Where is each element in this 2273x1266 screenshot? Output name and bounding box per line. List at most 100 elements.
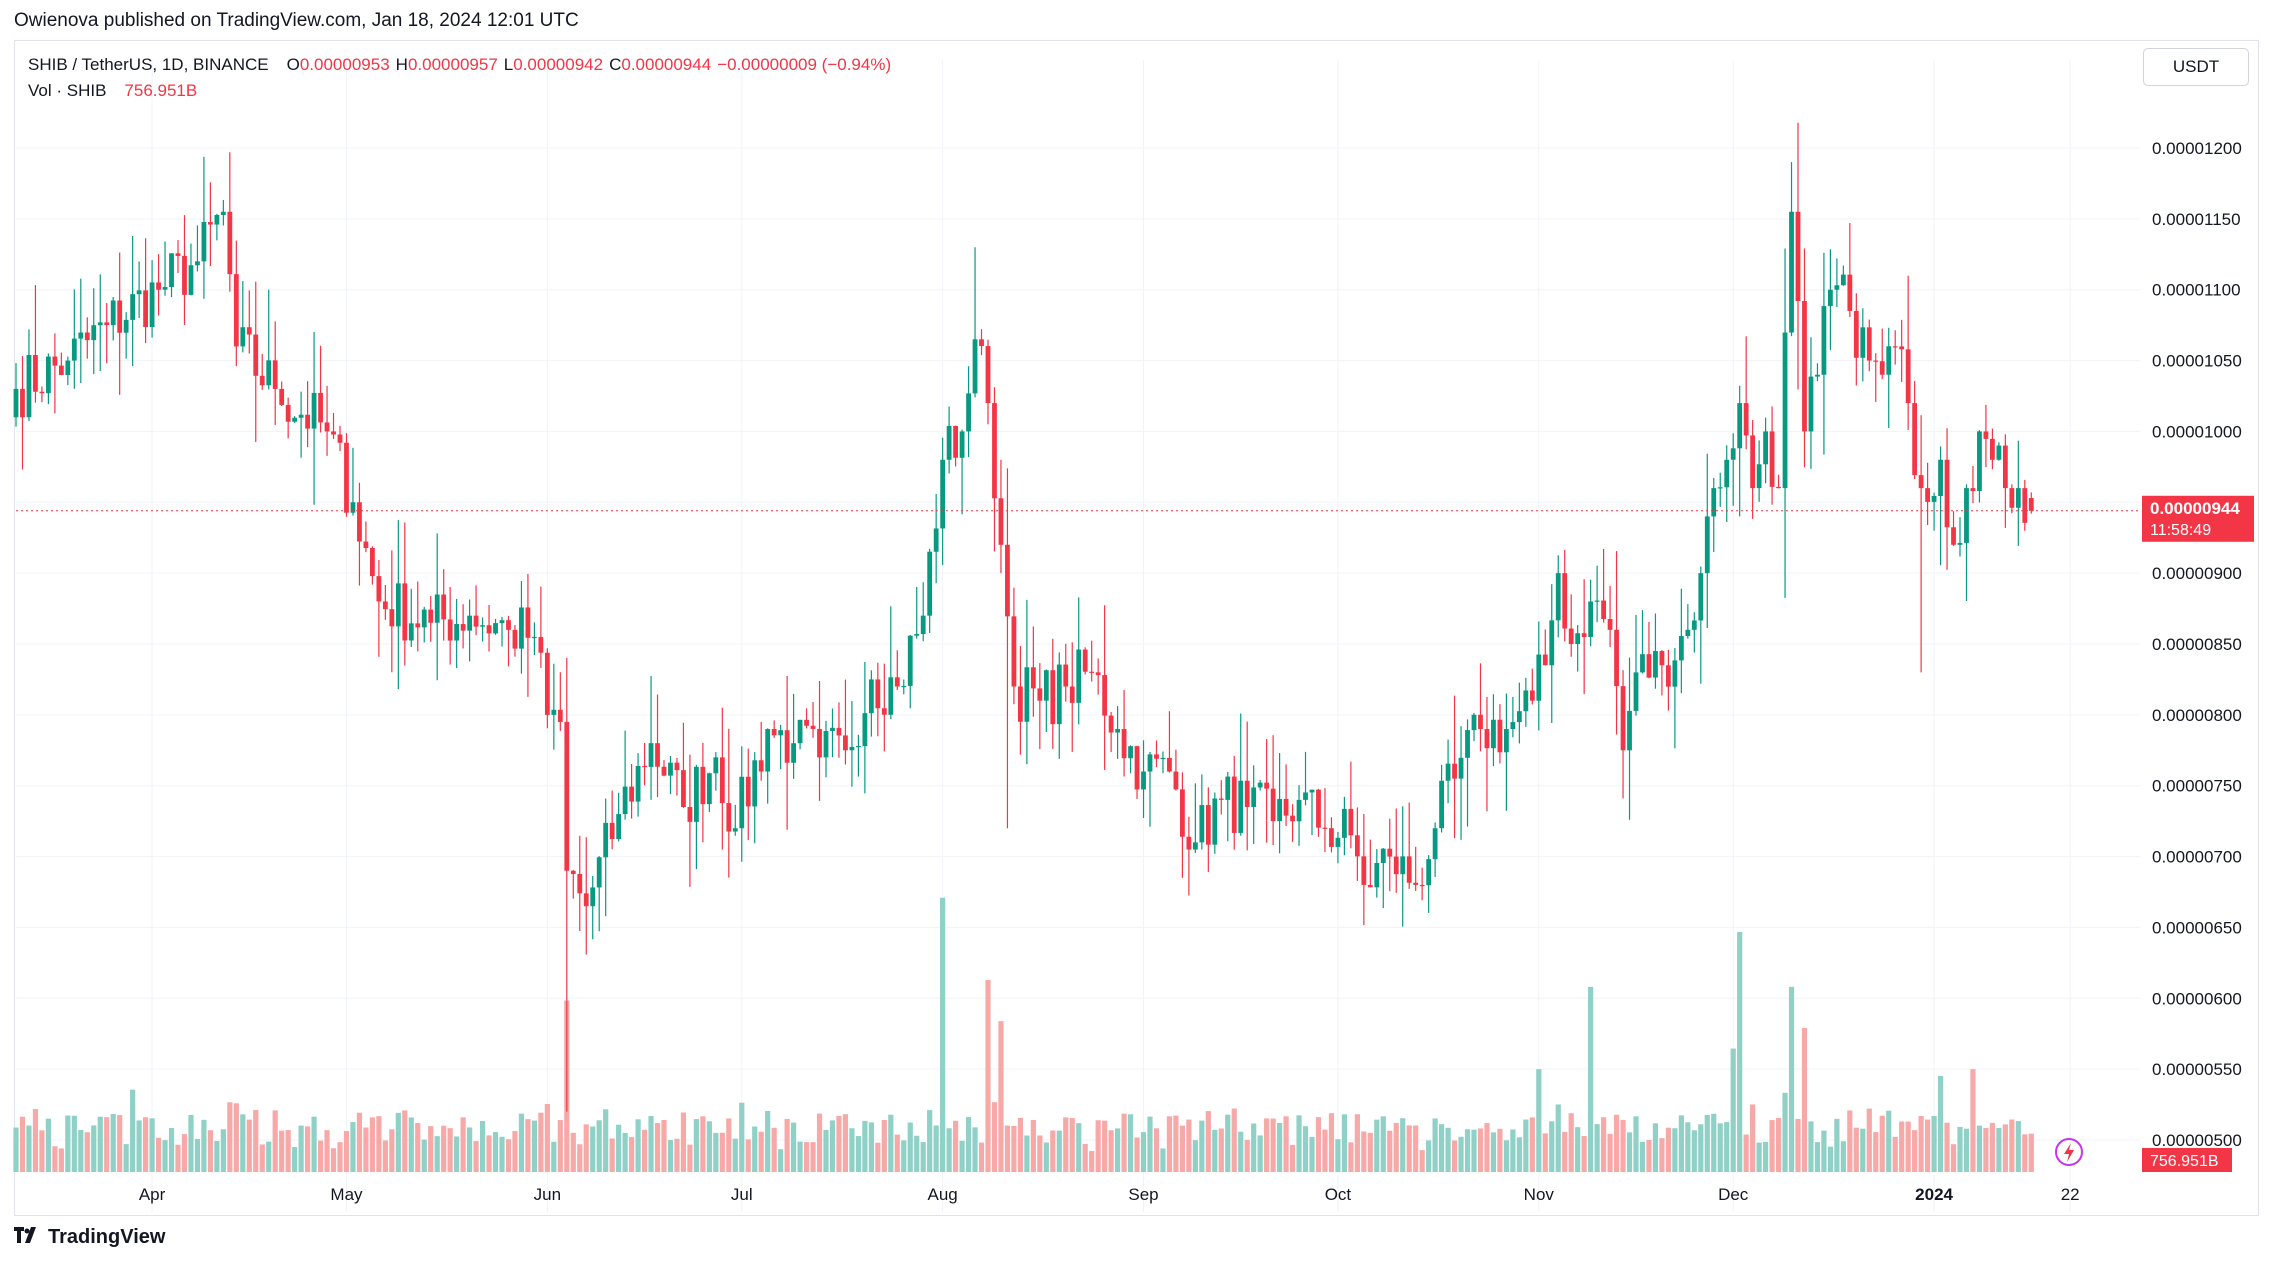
volume-bar <box>570 1132 576 1172</box>
candle-body <box>1737 403 1743 449</box>
volume-bar <box>486 1135 492 1172</box>
volume-bar <box>875 1142 881 1172</box>
candle-body <box>538 636 544 653</box>
candle-body <box>227 211 233 275</box>
volume-bar <box>1633 1116 1639 1172</box>
volume-bar <box>1102 1120 1108 1172</box>
candle-body <box>493 623 498 634</box>
volume-badge-value: 756.951B <box>2150 1153 2219 1170</box>
currency-button[interactable]: USDT <box>2143 48 2249 86</box>
volume-bar <box>298 1125 304 1172</box>
volume-bar <box>706 1121 712 1172</box>
volume-bar <box>1795 1118 1801 1172</box>
candle-body <box>441 594 447 620</box>
volume-bar <box>1549 1121 1555 1172</box>
volume-bar <box>881 1120 887 1172</box>
candle-body <box>1238 780 1244 833</box>
volume-bar <box>680 1112 687 1172</box>
candle-body <box>1018 686 1023 722</box>
volume-bar <box>1821 1130 1827 1172</box>
candle-body <box>2028 498 2034 511</box>
candle-body <box>1977 431 1982 492</box>
candle-body <box>1478 714 1483 730</box>
candle-body <box>473 615 479 627</box>
candle-body <box>830 727 835 732</box>
candle-body <box>1030 667 1036 689</box>
volume-bar <box>1082 1143 1088 1172</box>
volume-bar <box>1050 1130 1056 1172</box>
candle-body <box>208 221 213 225</box>
volume-bar <box>104 1117 110 1172</box>
brand-name[interactable]: TradingView <box>48 1226 166 1248</box>
volume-bar <box>337 1142 343 1172</box>
volume-bar <box>1698 1124 1704 1172</box>
candle-body <box>149 282 155 328</box>
candle-body <box>1633 672 1639 711</box>
volume-bar <box>356 1112 363 1172</box>
candle-body <box>1251 787 1257 807</box>
candle-body <box>739 776 745 829</box>
candle-body <box>1847 274 1853 311</box>
open-label: O <box>286 55 300 74</box>
volume-bar <box>771 1127 777 1172</box>
candle-body <box>331 431 336 435</box>
volume-bar <box>1562 1131 1568 1172</box>
volume-bar <box>415 1122 421 1172</box>
candle-body <box>434 594 440 623</box>
volume-bar <box>920 1142 926 1172</box>
low-value: 0.00000942 <box>513 55 604 74</box>
price-tick-label: 0.00000550 <box>2152 1060 2242 1079</box>
volume-bar <box>2022 1134 2028 1172</box>
volume-bar <box>194 1138 201 1172</box>
symbol-label[interactable]: SHIB / TetherUS, 1D, BINANCE <box>28 55 269 74</box>
close-label: C <box>609 55 622 74</box>
candle-body <box>1653 651 1658 678</box>
candle-body <box>797 719 803 744</box>
candle-body <box>1024 667 1030 722</box>
candle-body <box>1141 771 1146 790</box>
volume-bar <box>1737 932 1743 1172</box>
candle-body <box>1866 327 1872 361</box>
candle-body <box>259 375 265 386</box>
volume-bar <box>907 1122 913 1172</box>
candle-body <box>1996 445 2002 460</box>
candle-body <box>143 290 148 328</box>
volume-bar <box>855 1136 861 1172</box>
volume-bar <box>1451 1140 1458 1172</box>
candle-body <box>130 294 136 320</box>
candle-body <box>1588 601 1594 637</box>
candle-body <box>318 392 323 423</box>
candle-body <box>1380 848 1386 863</box>
candle-body <box>894 677 900 687</box>
candle-body <box>1413 882 1419 885</box>
volume-bar <box>635 1119 641 1172</box>
volume-bar <box>434 1136 440 1172</box>
candle-body <box>311 392 317 429</box>
candle-body <box>266 360 272 386</box>
volume-bar <box>1503 1140 1509 1172</box>
volume-bar <box>1750 1104 1756 1172</box>
publisher-info: Owienova published on TradingView.com, J… <box>14 10 579 31</box>
candle-body <box>1354 835 1360 857</box>
candle-body <box>1666 665 1671 687</box>
candle-body <box>1491 719 1496 749</box>
volume-value: 756.951B <box>124 81 198 100</box>
candle-body <box>1419 884 1425 887</box>
high-label: H <box>395 55 408 74</box>
candle-body <box>1037 688 1043 701</box>
volume-bar <box>1426 1140 1432 1172</box>
volume-bar <box>726 1118 732 1172</box>
volume-bar <box>117 1115 123 1172</box>
volume-bar <box>1387 1130 1393 1172</box>
volume-bar <box>175 1144 181 1172</box>
candle-body <box>363 541 369 549</box>
candle-body <box>1815 374 1820 377</box>
candle-body <box>862 713 868 747</box>
volume-bar <box>65 1115 71 1172</box>
volume-bar <box>473 1141 479 1172</box>
volume-label[interactable]: Vol · SHIB <box>28 81 107 100</box>
candle-body <box>324 422 330 432</box>
volume-bar <box>136 1120 142 1172</box>
price-tick-label: 0.00001000 <box>2152 422 2242 441</box>
